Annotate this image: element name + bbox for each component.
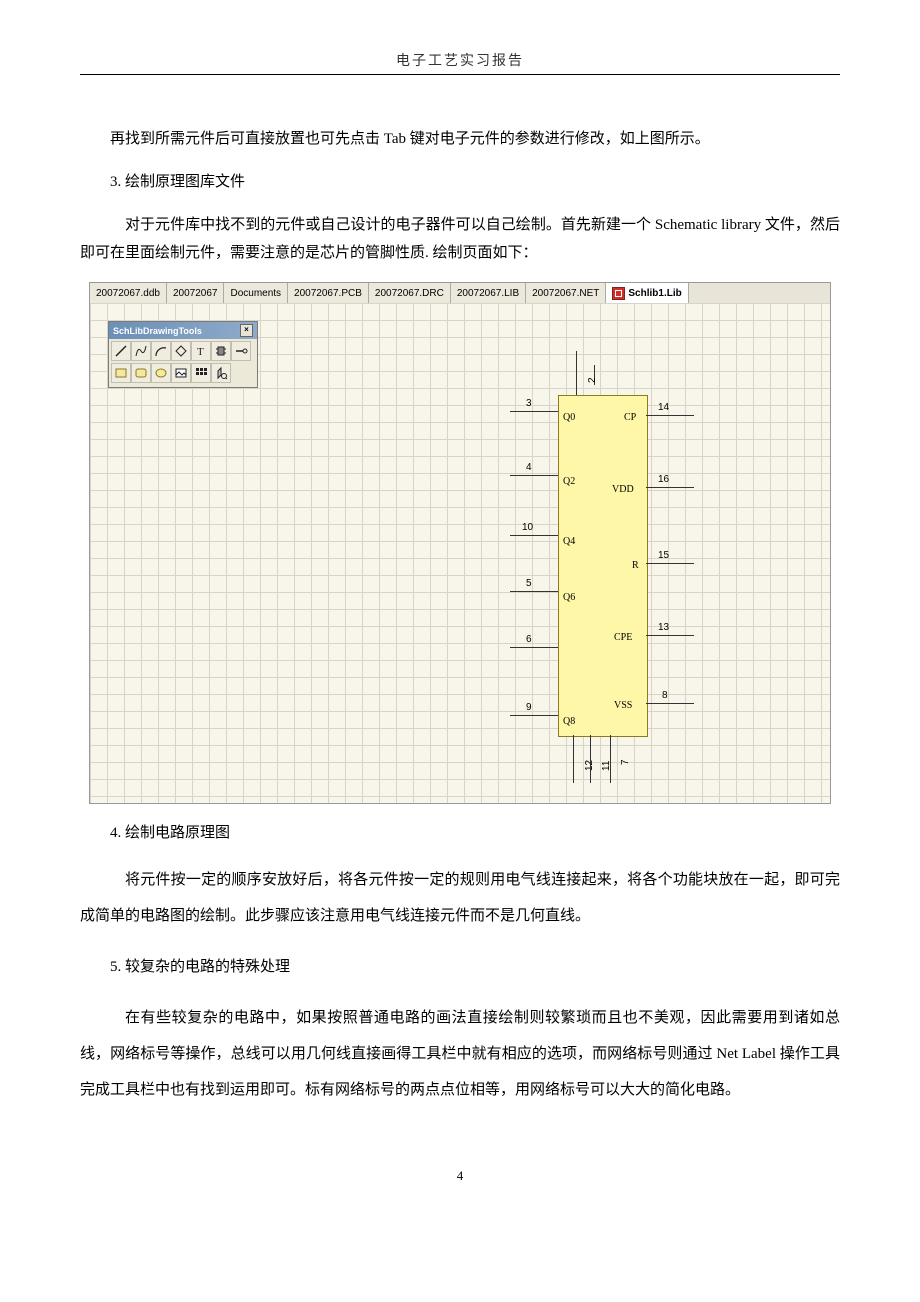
page-header-title: 电子工艺实习报告 bbox=[80, 50, 840, 70]
document-tabs: 20072067.ddb 20072067 Documents 20072067… bbox=[90, 283, 830, 304]
page-number: 4 bbox=[80, 1168, 840, 1184]
schlib-file-icon bbox=[612, 287, 625, 300]
pin-top-wire bbox=[576, 351, 577, 395]
tab-schlib1-label: Schlib1.Lib bbox=[628, 288, 681, 299]
header-rule bbox=[80, 74, 840, 75]
tool-rectangle-icon[interactable] bbox=[111, 363, 131, 383]
svg-text:T: T bbox=[197, 346, 204, 358]
section-4-title: 4. 绘制电路原理图 bbox=[80, 819, 840, 847]
tab-schlib1[interactable]: Schlib1.Lib bbox=[606, 283, 688, 303]
tool-roundrect-icon[interactable] bbox=[131, 363, 151, 383]
tab-ddb[interactable]: 20072067.ddb bbox=[90, 283, 167, 303]
tool-text-icon[interactable]: T bbox=[191, 341, 211, 361]
schematic-library-screenshot: 20072067.ddb 20072067 Documents 20072067… bbox=[89, 282, 831, 804]
tool-bezier-icon[interactable] bbox=[131, 341, 151, 361]
pin-top-num: 2 bbox=[587, 377, 598, 383]
tool-array-icon[interactable] bbox=[191, 363, 211, 383]
section-5-body: 在有些较复杂的电路中，如果按照普通电路的画法直接绘制则较繁琐而且也不美观，因此需… bbox=[80, 1000, 840, 1108]
tool-newpart-icon[interactable] bbox=[211, 363, 231, 383]
tab-drc[interactable]: 20072067.DRC bbox=[369, 283, 451, 303]
palette-titlebar[interactable]: SchLibDrawingTools × bbox=[109, 322, 257, 339]
palette-title-text: SchLibDrawingTools bbox=[113, 326, 202, 336]
section-4-body: 将元件按一定的顺序安放好后，将各元件按一定的规则用电气线连接起来，将各个功能块放… bbox=[80, 862, 840, 934]
tool-line-icon[interactable] bbox=[111, 341, 131, 361]
section-5-title: 5. 较复杂的电路的特殊处理 bbox=[80, 949, 840, 985]
tab-lib[interactable]: 20072067.LIB bbox=[451, 283, 526, 303]
section-3-title: 3. 绘制原理图库文件 bbox=[80, 168, 840, 196]
schlib-drawing-tools-palette[interactable]: SchLibDrawingTools × T bbox=[108, 321, 258, 388]
tool-arc-icon[interactable] bbox=[151, 341, 171, 361]
tool-component-icon[interactable] bbox=[211, 341, 231, 361]
palette-close-button[interactable]: × bbox=[240, 324, 253, 337]
tool-pin-icon[interactable] bbox=[231, 341, 251, 361]
tool-ellipse-icon[interactable] bbox=[151, 363, 171, 383]
tool-image-icon[interactable] bbox=[171, 363, 191, 383]
tool-polygon-icon[interactable] bbox=[171, 341, 191, 361]
paragraph-1: 再找到所需元件后可直接放置也可先点击 Tab 键对电子元件的参数进行修改，如上图… bbox=[80, 125, 840, 153]
section-3-body: 对于元件库中找不到的元件或自己设计的电子器件可以自己绘制。首先新建一个 Sche… bbox=[80, 211, 840, 267]
tab-documents[interactable]: Documents bbox=[224, 283, 288, 303]
tab-20072067[interactable]: 20072067 bbox=[167, 283, 225, 303]
tab-net[interactable]: 20072067.NET bbox=[526, 283, 606, 303]
tab-pcb[interactable]: 20072067.PCB bbox=[288, 283, 369, 303]
